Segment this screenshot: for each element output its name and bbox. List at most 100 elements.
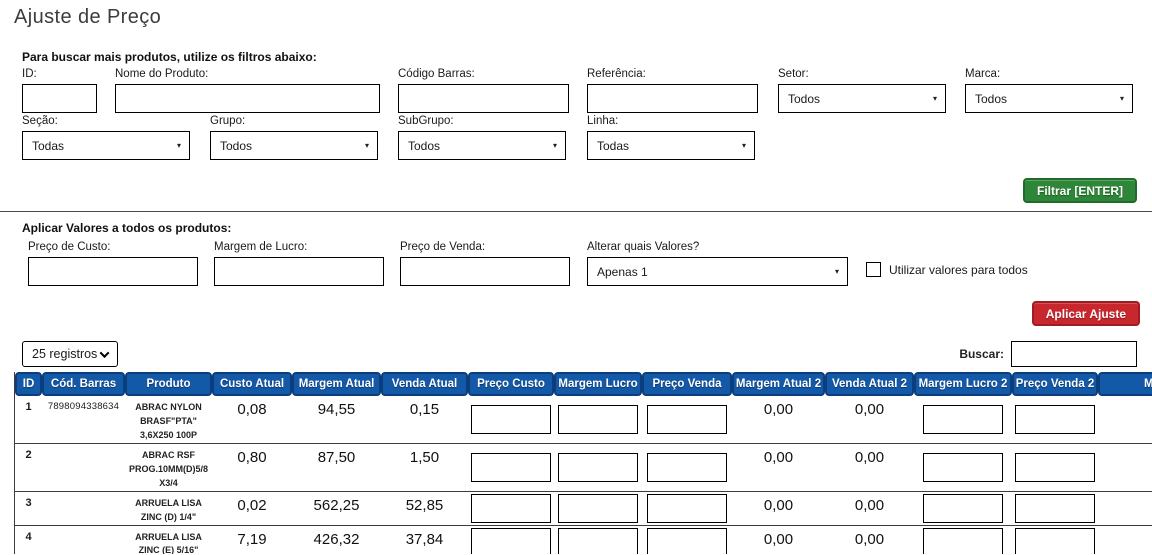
filter-subgrupo-label: SubGrupo: [398, 115, 454, 127]
buscar-label: Buscar: [959, 347, 1004, 361]
margem-lucro-2-input[interactable] [923, 527, 1003, 554]
preco-custo-input[interactable] [471, 493, 551, 523]
col-header-margem-atual[interactable]: Margem Atual [292, 372, 381, 396]
cell-cut [1098, 526, 1152, 555]
cell-venda-atual: 1,50 [381, 444, 468, 492]
col-header-cut[interactable]: M [1098, 372, 1152, 396]
apply-preco-custo-label: Preço de Custo: [28, 241, 111, 253]
margem-lucro-2-input[interactable] [923, 452, 1003, 482]
filter-linha-select[interactable]: Todas ▾ [587, 131, 755, 160]
preco-custo-input[interactable] [471, 527, 551, 554]
apply-alterar-value: Apenas 1 [597, 264, 648, 279]
cell-cut [1098, 396, 1152, 444]
filter-secao-select[interactable]: Todas ▾ [22, 131, 190, 160]
filter-marca-select[interactable]: Todos ▾ [965, 84, 1133, 113]
preco-venda-input[interactable] [647, 404, 727, 434]
cell-venda-atual-2: 0,00 [825, 444, 914, 492]
filter-id-label: ID: [22, 68, 37, 80]
table-row: 1 7898094338634 ABRAC NYLON BRASF"PTA" 3… [15, 396, 1152, 444]
filter-referencia-label: Referência: [587, 68, 646, 80]
cell-venda-atual-2: 0,00 [825, 526, 914, 555]
col-header-venda-atual[interactable]: Venda Atual [381, 372, 468, 396]
apply-margem-lucro-group: Margem de Lucro: [214, 241, 384, 286]
section-divider [0, 211, 1152, 212]
cell-id: 4 [15, 526, 42, 555]
page-length-value: 25 registros [32, 347, 98, 361]
cell-custo-atual: 7,19 [212, 526, 292, 555]
chevron-down-icon: ▾ [364, 140, 369, 150]
cell-venda-atual-2: 0,00 [825, 492, 914, 526]
filter-nome-input[interactable] [115, 84, 380, 113]
col-header-preco-custo[interactable]: Preço Custo [468, 372, 554, 396]
cell-cod-barras [42, 492, 125, 526]
margem-lucro-input[interactable] [558, 452, 638, 482]
margem-lucro-input[interactable] [558, 493, 638, 523]
apply-alterar-select[interactable]: Apenas 1 ▾ [587, 257, 848, 286]
page-length-select[interactable]: 25 registros [22, 341, 118, 367]
table-row: 3 ARRUELA LISA ZINC (D) 1/4" 0,02 562,25… [15, 492, 1152, 526]
preco-custo-input[interactable] [471, 404, 551, 434]
cell-venda-atual: 52,85 [381, 492, 468, 526]
filter-codigo-group: Código Barras: [398, 68, 569, 113]
apply-preco-venda-group: Preço de Venda: [400, 241, 570, 286]
cell-produto: ABRAC NYLON BRASF"PTA" 3,6X250 100P [125, 396, 212, 444]
col-header-margem-lucro[interactable]: Margem Lucro [554, 372, 642, 396]
col-header-id[interactable]: ID [15, 372, 42, 396]
filter-setor-select[interactable]: Todos ▾ [778, 84, 946, 113]
filter-referencia-input[interactable] [587, 84, 758, 113]
preco-custo-input[interactable] [471, 452, 551, 482]
margem-lucro-input[interactable] [558, 404, 638, 434]
apply-heading: Aplicar Valores a todos os produtos: [22, 221, 232, 235]
filter-id-input[interactable] [22, 84, 97, 113]
filter-subgrupo-group: SubGrupo: Todos ▾ [398, 115, 566, 160]
filter-setor-label: Setor: [778, 68, 809, 80]
apply-margem-lucro-input[interactable] [214, 257, 384, 286]
col-header-produto[interactable]: Produto [125, 372, 212, 396]
filter-marca-label: Marca: [965, 68, 1001, 80]
col-header-preco-venda-2[interactable]: Preço Venda 2 [1012, 372, 1098, 396]
col-header-custo-atual[interactable]: Custo Atual [212, 372, 292, 396]
preco-venda-input[interactable] [647, 527, 727, 554]
preco-venda-2-input[interactable] [1015, 527, 1095, 554]
filter-setor-value: Todos [788, 91, 821, 106]
col-header-preco-venda[interactable]: Preço Venda [642, 372, 732, 396]
cell-margem-atual-2: 0,00 [732, 396, 825, 444]
preco-venda-2-input[interactable] [1015, 452, 1095, 482]
apply-preco-custo-group: Preço de Custo: [28, 241, 198, 286]
aplicar-ajuste-button[interactable]: Aplicar Ajuste [1031, 301, 1140, 326]
filter-grupo-label: Grupo: [210, 115, 246, 127]
margem-lucro-2-input[interactable] [923, 404, 1003, 434]
products-table-wrapper: ID Cód. Barras Produto Custo Atual Marge… [14, 372, 1152, 554]
apply-preco-venda-input[interactable] [400, 257, 570, 286]
preco-venda-input[interactable] [647, 452, 727, 482]
col-header-margem-lucro-2[interactable]: Margem Lucro 2 [914, 372, 1012, 396]
utilizar-valores-row: Utilizar valores para todos [866, 262, 1028, 277]
col-header-cod-barras[interactable]: Cód. Barras [42, 372, 125, 396]
preco-venda-2-input[interactable] [1015, 493, 1095, 523]
cell-margem-atual-2: 0,00 [732, 444, 825, 492]
filter-subgrupo-select[interactable]: Todos ▾ [398, 131, 566, 160]
cell-margem-atual-2: 0,00 [732, 526, 825, 555]
table-search-row: Buscar: [959, 341, 1137, 367]
filter-codigo-input[interactable] [398, 84, 569, 113]
preco-venda-2-input[interactable] [1015, 404, 1095, 434]
filtrar-button[interactable]: Filtrar [ENTER] [1022, 178, 1137, 203]
col-header-margem-atual-2[interactable]: Margem Atual 2 [732, 372, 825, 396]
margem-lucro-input[interactable] [558, 527, 638, 554]
filter-grupo-select[interactable]: Todos ▾ [210, 131, 378, 160]
filter-setor-group: Setor: Todos ▾ [778, 68, 946, 113]
preco-venda-input[interactable] [647, 493, 727, 523]
utilizar-valores-label: Utilizar valores para todos [889, 262, 1028, 277]
apply-margem-lucro-label: Margem de Lucro: [214, 241, 308, 253]
apply-preco-custo-input[interactable] [28, 257, 198, 286]
buscar-input[interactable] [1011, 341, 1137, 367]
chevron-down-icon: ▾ [834, 266, 839, 276]
cell-cod-barras [42, 526, 125, 555]
utilizar-valores-checkbox[interactable] [866, 262, 881, 277]
cell-custo-atual: 0,02 [212, 492, 292, 526]
cell-cod-barras [42, 444, 125, 492]
col-header-venda-atual-2[interactable]: Venda Atual 2 [825, 372, 914, 396]
page-title: Ajuste de Preço [14, 6, 162, 28]
chevron-down-icon: ▾ [1119, 93, 1124, 103]
margem-lucro-2-input[interactable] [923, 493, 1003, 523]
